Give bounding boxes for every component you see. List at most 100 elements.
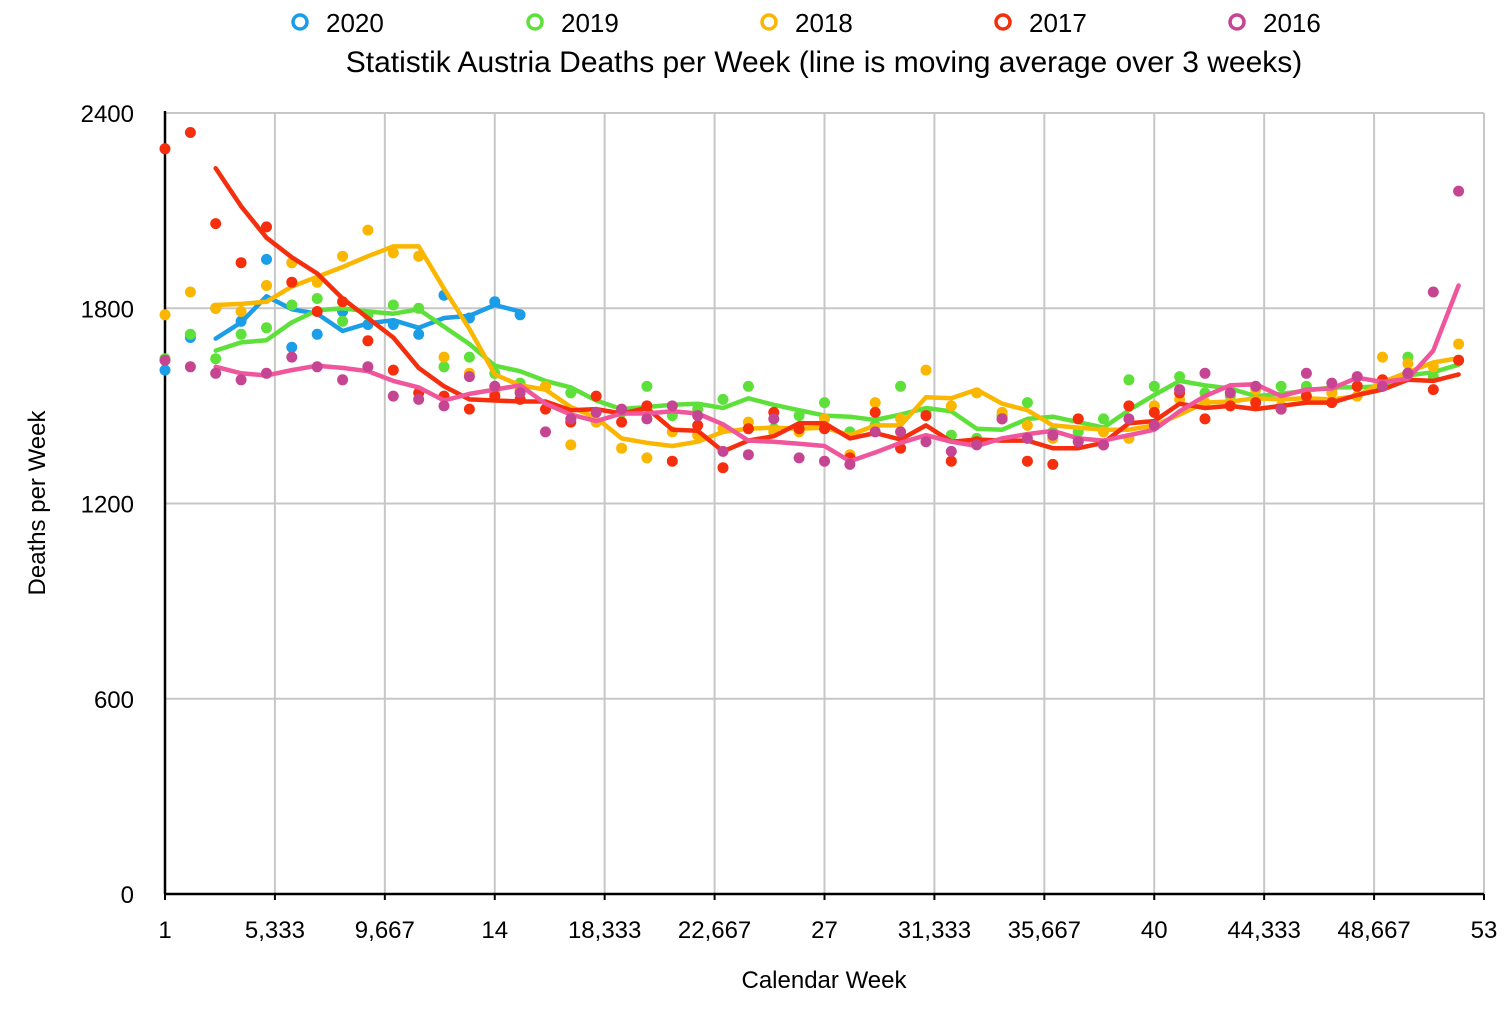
x-tick-label: 35,667 [1008,917,1081,944]
moving-average-line [213,306,1461,432]
data-point [514,309,526,321]
data-point [1123,400,1135,412]
data-point [463,371,475,383]
data-point [1224,387,1236,399]
data-point [514,387,526,399]
data-point [311,293,323,304]
data-point [1250,397,1262,409]
data-point [1098,439,1109,451]
legend-label: 2016 [1263,8,1321,38]
data-point [819,423,830,435]
data-point [1250,380,1262,392]
data-point [337,315,349,327]
data-point [1123,374,1135,386]
data-point [438,351,450,363]
data-point [844,458,856,470]
data-point [413,328,425,340]
data-point [210,353,222,365]
data-point [235,257,247,269]
y-tick-label: 0 [121,882,134,909]
data-point [869,426,881,438]
x-tick-label: 1 [158,917,171,944]
data-point [413,250,425,262]
data-point [996,413,1008,425]
data-point [1402,367,1414,379]
data-point [793,410,805,422]
data-point [1453,338,1465,350]
data-point [945,455,957,467]
data-point [641,380,653,392]
data-point [1351,380,1363,392]
data-point [1148,380,1160,392]
data-point [590,406,602,418]
data-point [616,403,628,415]
data-point [565,413,577,425]
data-point [1123,413,1135,425]
data-point [1021,419,1033,431]
data-point [1148,419,1160,431]
data-point [869,406,881,418]
data-point [1453,185,1465,197]
data-point [159,364,171,376]
x-tick-label: 40 [1141,917,1168,944]
data-point [641,413,653,425]
data-point [641,452,653,464]
data-point [413,393,425,405]
data-point [159,354,171,366]
data-point [235,315,247,327]
data-point [261,367,272,379]
data-point [463,403,475,415]
data-point [742,449,754,461]
series-2020 [159,253,526,376]
data-point [362,361,374,373]
data-point [261,280,272,291]
data-point [184,127,196,138]
series-layer [159,127,1465,474]
y-axis-label: Deaths per Week [24,410,51,596]
data-point [1098,413,1109,425]
data-point [793,452,805,464]
data-point [565,439,577,451]
data-point [1047,458,1059,470]
data-point [641,400,653,412]
data-point [1453,354,1465,366]
x-tick-label: 9,667 [355,917,415,944]
data-point [387,319,399,330]
data-point [1072,413,1084,425]
legend-label: 2017 [1029,8,1087,38]
data-point [438,400,450,412]
data-point [540,426,551,438]
x-tick-label: 22,667 [678,917,751,944]
data-point [1021,397,1033,409]
legend-marker [526,13,544,31]
data-point [971,439,983,451]
data-point [387,299,399,311]
data-point [184,286,196,298]
legend-label: 2020 [326,8,384,38]
data-point [717,462,729,474]
data-point [337,250,349,262]
legend-item-2018: 2018 [760,8,853,38]
data-point [742,423,754,435]
y-tick-label: 600 [94,687,134,714]
x-tick-label: 53 [1471,917,1498,944]
x-tick-labels: 1 5,333 9,667 14 18,333 22,667 27 31,333 35,667 4… [158,917,1497,944]
data-point [210,302,222,314]
data-point [387,390,399,402]
data-point [1402,358,1414,370]
data-point [945,400,957,412]
data-point [1326,377,1338,389]
y-tick-label: 1200 [81,492,134,519]
data-point [210,218,222,230]
data-point [768,413,780,425]
data-point [387,364,399,376]
data-point [1021,432,1033,444]
data-point [387,247,399,259]
data-point [616,416,628,428]
data-point [261,221,272,233]
legend-marker [1228,13,1246,31]
data-point [793,423,805,435]
series-2018 [159,224,1465,464]
data-point [540,380,551,392]
legend-marker [994,13,1012,31]
